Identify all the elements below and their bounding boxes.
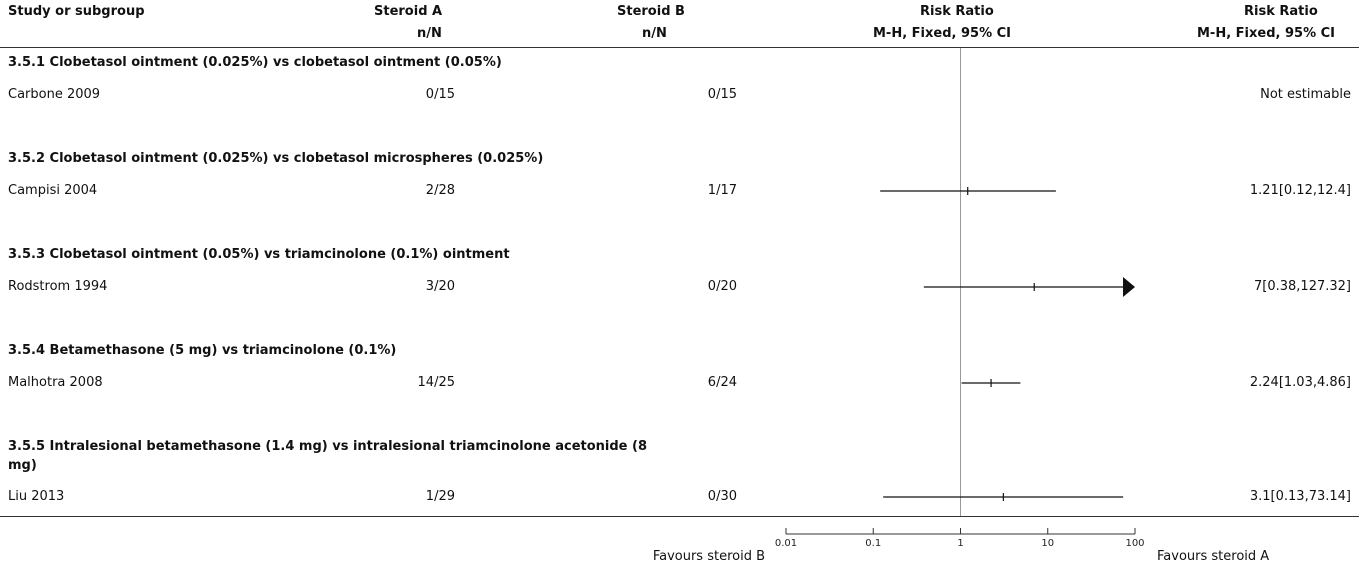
study-label: Carbone 2009 <box>8 87 101 102</box>
steroid-b-count: 1/17 <box>707 183 737 198</box>
x-tick-label: 0.1 <box>865 538 881 549</box>
header-risk-ratio-plot: Risk Ratio <box>920 4 994 19</box>
study-label: Rodstrom 1994 <box>8 279 108 294</box>
ci-text: 3.1[0.13,73.14] <box>1249 489 1351 504</box>
header-risk-ratio-ci-sub: M-H, Fixed, 95% CI <box>1197 26 1336 41</box>
header-steroid-b: Steroid B <box>617 4 685 19</box>
group-title: 3.5.4 Betamethasone (5 mg) vs triamcinol… <box>8 343 397 358</box>
header-steroid-a: Steroid A <box>374 4 443 19</box>
group-title: 3.5.2 Clobetasol ointment (0.025%) vs cl… <box>8 151 544 166</box>
header-steroid-a-sub: n/N <box>417 26 442 41</box>
header-study: Study or subgroup <box>8 4 145 19</box>
ci-text: Not estimable <box>1260 87 1351 102</box>
x-tick-label: 0.01 <box>775 538 797 549</box>
group-title: 3.5.1 Clobetasol ointment (0.025%) vs cl… <box>8 55 502 70</box>
study-label: Liu 2013 <box>8 489 65 504</box>
steroid-a-count: 1/29 <box>425 489 455 504</box>
steroid-b-count: 0/20 <box>707 279 737 294</box>
steroid-a-count: 0/15 <box>425 87 455 102</box>
header-divider <box>0 47 1359 48</box>
steroid-a-count: 14/25 <box>417 375 455 390</box>
header-risk-ratio-ci: Risk Ratio <box>1244 4 1318 19</box>
favours-steroid-b: Favours steroid B <box>652 549 765 564</box>
header-steroid-b-sub: n/N <box>642 26 667 41</box>
ci-text: 7[0.38,127.32] <box>1254 279 1351 294</box>
x-tick-label: 10 <box>1041 538 1054 549</box>
study-label: Campisi 2004 <box>8 183 98 198</box>
ci-text: 1.21[0.12,12.4] <box>1249 183 1351 198</box>
group-title-line1: 3.5.5 Intralesional betamethasone (1.4 m… <box>8 439 648 454</box>
ci-overflow-arrow <box>1123 277 1135 297</box>
steroid-b-count: 0/15 <box>707 87 737 102</box>
study-label: Malhotra 2008 <box>8 375 103 390</box>
steroid-b-count: 6/24 <box>707 375 737 390</box>
footer-divider <box>0 516 1359 517</box>
ci-text: 2.24[1.03,4.86] <box>1249 375 1351 390</box>
steroid-a-count: 3/20 <box>425 279 455 294</box>
steroid-b-count: 0/30 <box>707 489 737 504</box>
x-tick-label: 1 <box>957 538 963 549</box>
steroid-a-count: 2/28 <box>425 183 455 198</box>
favours-steroid-a: Favours steroid A <box>1157 549 1270 564</box>
x-tick-label: 100 <box>1125 538 1144 549</box>
group-title-line2: mg) <box>8 458 37 473</box>
header-risk-ratio-plot-sub: M-H, Fixed, 95% CI <box>873 26 1012 41</box>
group-title: 3.5.3 Clobetasol ointment (0.05%) vs tri… <box>8 247 510 262</box>
